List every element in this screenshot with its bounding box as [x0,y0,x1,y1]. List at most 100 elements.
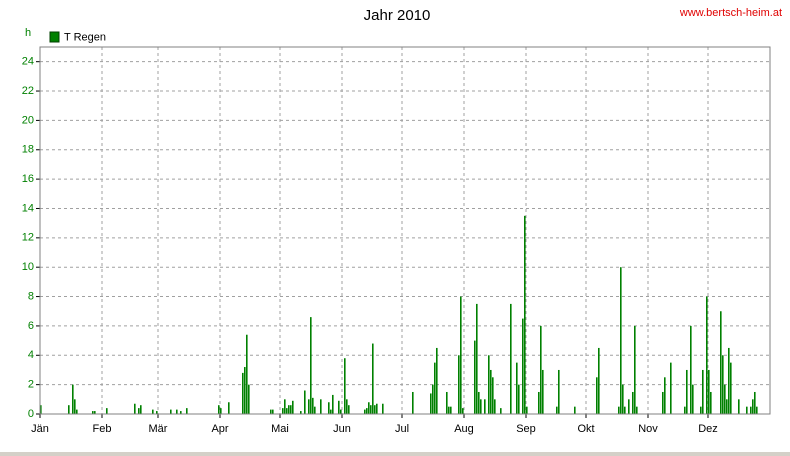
x-tick-label: Feb [93,423,112,435]
bar [636,406,638,414]
bar [620,267,622,414]
bar [372,343,374,414]
bar [480,399,482,414]
bar [292,400,294,414]
bar [488,355,490,414]
bar [340,409,342,414]
x-tick-label: Jän [31,423,49,435]
bar [156,411,158,414]
bar [246,334,248,414]
bar [632,391,634,414]
bar [558,369,560,414]
bar [180,411,182,414]
x-tick-label: Dez [698,423,718,435]
source-link: www.bertsch-heim.at [679,7,782,19]
bar [312,397,314,414]
y-tick-label: 14 [22,202,34,214]
bar [412,391,414,414]
bar [634,325,636,414]
bar [176,409,178,414]
bar [94,411,96,414]
x-tick-label: Aug [454,423,474,435]
bar [460,296,462,414]
bar [492,377,494,414]
bar [746,406,748,414]
bar [290,405,292,414]
bar [446,391,448,414]
bar [300,411,302,414]
y-tick-label: 10 [22,261,34,273]
bar [710,391,712,414]
bar [474,340,476,414]
bar [344,358,346,414]
bar [490,369,492,414]
bar [556,406,558,414]
bar [366,408,368,414]
bar [754,391,756,414]
bar [220,408,222,414]
bar [618,406,620,414]
y-tick-label: 12 [22,232,34,244]
bar [540,325,542,414]
bar [286,408,288,414]
bar [68,405,70,414]
x-tick-label: Okt [577,423,594,435]
bar [596,377,598,414]
bar [494,399,496,414]
bar [186,408,188,414]
bar [328,402,330,414]
bar [664,377,666,414]
bar [92,411,94,414]
bar [720,311,722,414]
bar [282,408,284,414]
bar [752,399,754,414]
bar [308,399,310,414]
bar [526,406,528,414]
x-tick-label: Nov [638,423,658,435]
bar [244,367,246,414]
bar [138,408,140,414]
y-tick-label: 6 [28,320,34,332]
legend-entry: T Regen [64,31,106,43]
x-tick-label: Sep [516,423,536,435]
y-tick-label: 16 [22,173,34,185]
bar [304,390,306,414]
bar [516,362,518,414]
bar [484,399,486,414]
bar [702,369,704,414]
y-tick-label: 2 [28,379,34,391]
bar [382,403,384,414]
bar [134,403,136,414]
bar [458,355,460,414]
bar [74,399,76,414]
bar [538,391,540,414]
bar [622,384,624,414]
y-tick-label: 18 [22,144,34,156]
bar [346,399,348,414]
y-axis-label: h [25,27,31,39]
bar [724,384,726,414]
bar [432,384,434,414]
bar [242,372,244,414]
bar [152,409,154,414]
bar [662,391,664,414]
bar [338,400,340,414]
bar [106,408,108,414]
bar [542,369,544,414]
bar [370,405,372,414]
x-tick-label: Jun [333,423,351,435]
bar [288,405,290,414]
bar [708,369,710,414]
bar [314,406,316,414]
bar [750,406,752,414]
bar [374,405,376,414]
bar [140,405,142,414]
bar [332,394,334,414]
bar [462,408,464,414]
x-tick-label: Mai [271,423,289,435]
x-tick-label: Jul [395,423,409,435]
bar [700,406,702,414]
y-tick-label: 20 [22,114,34,126]
plot-area [40,47,770,414]
bar [436,347,438,414]
